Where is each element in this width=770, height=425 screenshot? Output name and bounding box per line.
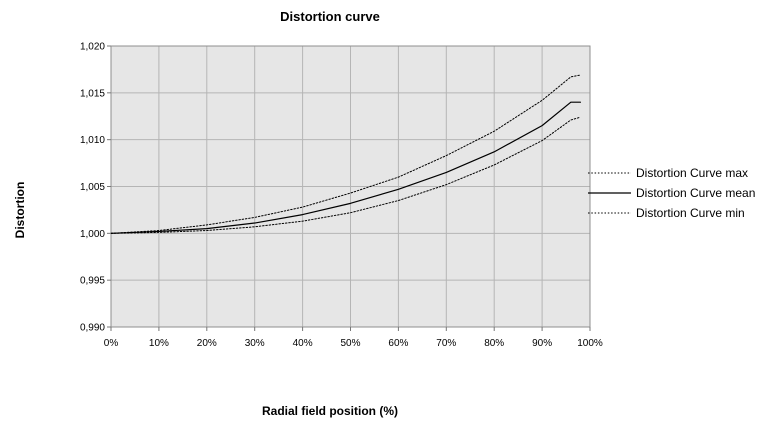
- x-tick-label: 90%: [532, 338, 552, 349]
- x-tick-label: 80%: [484, 338, 504, 349]
- legend-label-1: Distortion Curve mean: [636, 186, 755, 200]
- ticks-layer: 0% 10% 20% 30% 40% 50% 60% 70% 80% 90% 100% 0,990 0,…: [80, 42, 603, 350]
- series-layer: [110, 74, 582, 234]
- legend-label-2: Distortion Curve min: [636, 206, 745, 220]
- y-tick-label: 0,990: [80, 323, 105, 334]
- x-tick-label: 0%: [104, 338, 119, 349]
- series-line-1: [110, 101, 582, 234]
- x-axis-label: Radial field position (%): [262, 404, 398, 418]
- x-tick-label: 10%: [149, 338, 169, 349]
- y-tick-label: 0,995: [80, 276, 105, 287]
- chart-title: Distortion curve: [280, 9, 380, 24]
- y-tick-label: 1,020: [80, 42, 105, 53]
- x-tick-label: 40%: [293, 338, 313, 349]
- x-tick-label: 20%: [197, 338, 217, 349]
- legend: Distortion Curve max Distortion Curve mea…: [588, 166, 755, 220]
- x-tick-label: 30%: [245, 338, 265, 349]
- legend-label-0: Distortion Curve max: [636, 166, 748, 180]
- x-tick-label: 50%: [340, 338, 360, 349]
- y-axis-label: Distortion: [13, 182, 27, 239]
- y-tick-label: 1,000: [80, 229, 105, 240]
- series-line-2: [110, 116, 581, 234]
- x-tick-label: 70%: [436, 338, 456, 349]
- grid-layer: [111, 46, 590, 327]
- x-tick-label: 100%: [577, 338, 603, 349]
- x-tick-label: 60%: [388, 338, 408, 349]
- y-tick-label: 1,015: [80, 88, 105, 99]
- series-line-0: [110, 74, 581, 234]
- y-tick-label: 1,010: [80, 135, 105, 146]
- y-tick-label: 1,005: [80, 182, 105, 193]
